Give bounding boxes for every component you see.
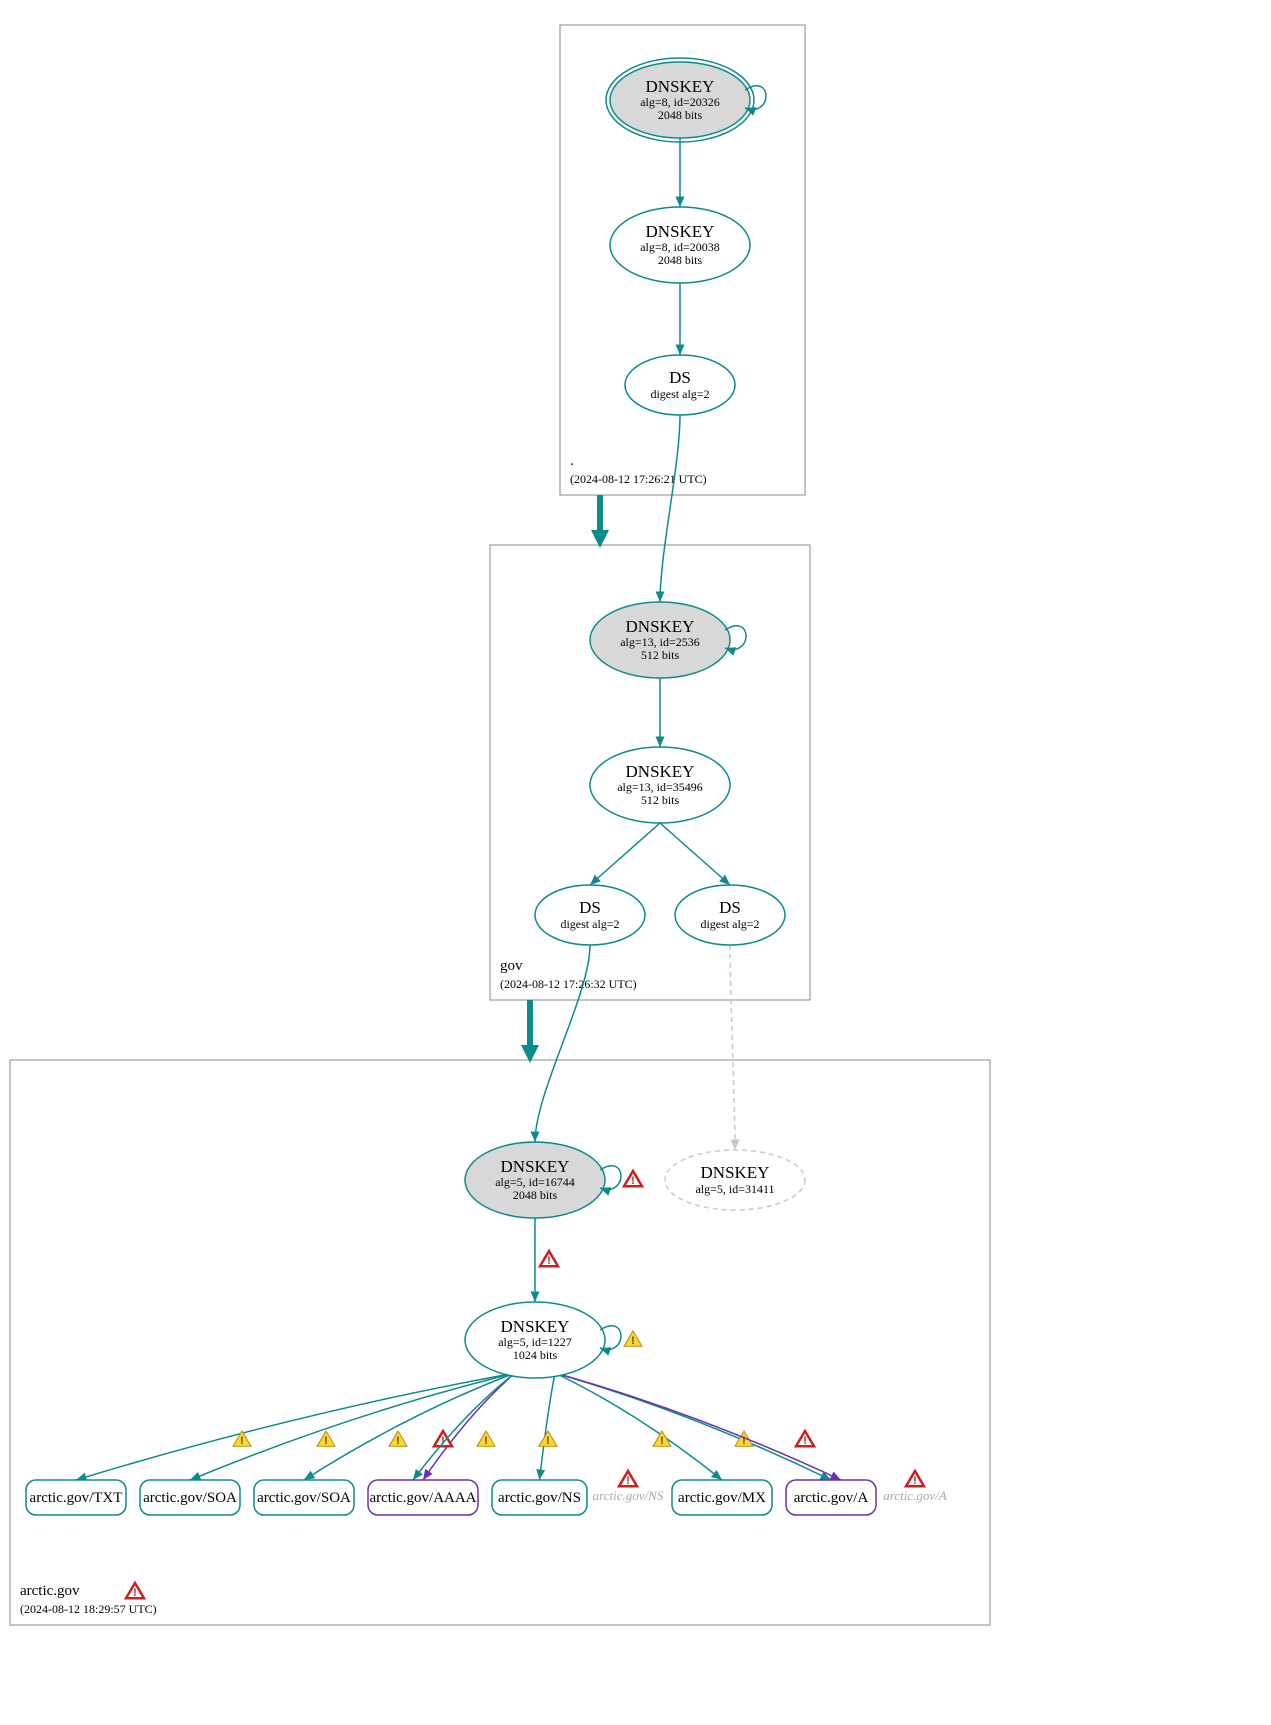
node-sub1: digest alg=2 xyxy=(650,387,709,401)
node-title: DS xyxy=(669,368,691,387)
svg-text:!: ! xyxy=(240,1435,244,1447)
node-sub1: alg=5, id=31411 xyxy=(695,1182,774,1196)
zone-timestamp-arctic: (2024-08-12 18:29:57 UTC) xyxy=(20,1602,157,1616)
fan-edge xyxy=(304,1373,515,1480)
dnssec-diagram: . (2024-08-12 17:26:21 UTC) gov (2024-08-12… xyxy=(0,0,1271,1725)
node-title: DNSKEY xyxy=(501,1157,570,1176)
zone-label-arctic: arctic.gov xyxy=(20,1583,80,1599)
edge xyxy=(660,415,680,602)
leaf-label: arctic.gov/NS xyxy=(498,1490,581,1506)
svg-text:!: ! xyxy=(631,1175,635,1187)
error-icon: ! xyxy=(540,1251,558,1267)
node-title: DNSKEY xyxy=(501,1317,570,1336)
leaf-label: arctic.gov/AAAA xyxy=(369,1490,476,1506)
fan-edge xyxy=(540,1373,556,1480)
svg-text:!: ! xyxy=(631,1335,635,1347)
svg-text:!: ! xyxy=(913,1475,917,1487)
node-sub2: 512 bits xyxy=(641,648,680,662)
error-icon: ! xyxy=(126,1583,144,1599)
svg-text:!: ! xyxy=(484,1435,488,1447)
zone-label-gov: gov xyxy=(500,958,523,974)
fan-edge xyxy=(190,1373,515,1480)
node-title: DNSKEY xyxy=(646,77,715,96)
edge xyxy=(535,945,590,1142)
error-icon: ! xyxy=(906,1471,924,1487)
node-sub2: 1024 bits xyxy=(513,1348,558,1362)
zone-timestamp-root: (2024-08-12 17:26:21 UTC) xyxy=(570,472,707,486)
node-sub2: 512 bits xyxy=(641,793,680,807)
warning-icon: ! xyxy=(539,1431,557,1447)
svg-text:!: ! xyxy=(324,1435,328,1447)
error-icon: ! xyxy=(796,1431,814,1447)
svg-text:!: ! xyxy=(133,1587,137,1599)
edge xyxy=(590,823,660,885)
node-title: DNSKEY xyxy=(626,762,695,781)
warning-icon: ! xyxy=(317,1431,335,1447)
warning-icon: ! xyxy=(735,1431,753,1447)
svg-text:!: ! xyxy=(546,1435,550,1447)
node-title: DNSKEY xyxy=(701,1163,770,1182)
leaf-label: arctic.gov/TXT xyxy=(30,1490,123,1506)
leaf-label: arctic.gov/MX xyxy=(678,1490,766,1506)
svg-text:!: ! xyxy=(396,1435,400,1447)
svg-text:!: ! xyxy=(547,1255,551,1267)
svg-text:!: ! xyxy=(803,1435,807,1447)
leaf-label: arctic.gov/SOA xyxy=(143,1490,237,1506)
fan-edge xyxy=(555,1373,831,1480)
warning-icon: ! xyxy=(624,1331,642,1347)
leaf-label: arctic.gov/A xyxy=(794,1490,869,1506)
error-icon: ! xyxy=(619,1471,637,1487)
error-icon: ! xyxy=(434,1431,452,1447)
node-sub1: alg=8, id=20326 xyxy=(640,95,720,109)
zone-timestamp-gov: (2024-08-12 17:26:32 UTC) xyxy=(500,977,637,991)
fan-edge xyxy=(555,1373,722,1480)
node-sub1: digest alg=2 xyxy=(700,917,759,931)
svg-text:!: ! xyxy=(626,1475,630,1487)
ghost-leaf: arctic.gov/NS xyxy=(593,1488,664,1503)
warning-icon: ! xyxy=(477,1431,495,1447)
node-sub2: 2048 bits xyxy=(658,108,703,122)
node-sub1: alg=13, id=2536 xyxy=(620,635,700,649)
fan-edge xyxy=(423,1373,515,1480)
node-sub1: alg=13, id=35496 xyxy=(617,780,703,794)
node-sub2: 2048 bits xyxy=(513,1188,558,1202)
edge xyxy=(730,945,735,1150)
node-title: DS xyxy=(719,898,741,917)
node-sub2: 2048 bits xyxy=(658,253,703,267)
warning-icon: ! xyxy=(233,1431,251,1447)
error-icon: ! xyxy=(624,1171,642,1187)
ghost-leaf: arctic.gov/A xyxy=(883,1488,946,1503)
svg-text:!: ! xyxy=(660,1435,664,1447)
node-title: DNSKEY xyxy=(646,222,715,241)
node-title: DNSKEY xyxy=(626,617,695,636)
node-title: DS xyxy=(579,898,601,917)
node-sub1: alg=8, id=20038 xyxy=(640,240,720,254)
fan-edge xyxy=(76,1373,515,1480)
node-sub1: digest alg=2 xyxy=(560,917,619,931)
node-sub1: alg=5, id=16744 xyxy=(495,1175,575,1189)
zone-label-root: . xyxy=(570,453,574,469)
node-sub1: alg=5, id=1227 xyxy=(498,1335,572,1349)
warning-icon: ! xyxy=(389,1431,407,1447)
leaf-label: arctic.gov/SOA xyxy=(257,1490,351,1506)
edge xyxy=(660,823,730,885)
